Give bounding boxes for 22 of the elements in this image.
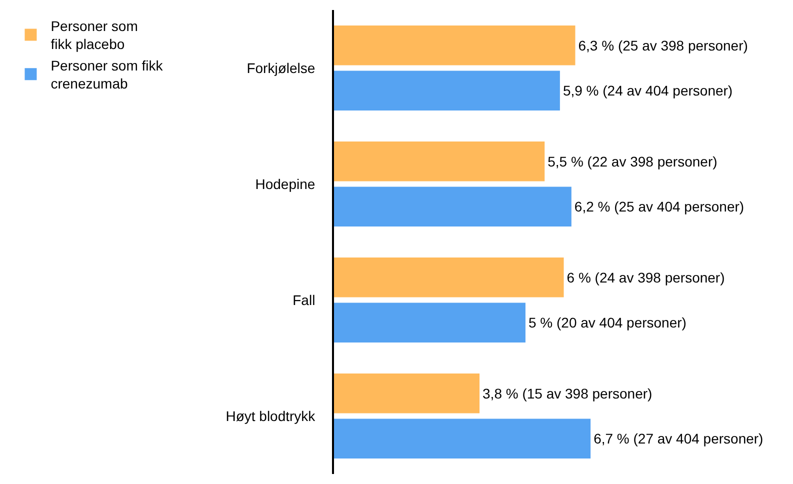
y-tick-label: Fall (292, 292, 316, 308)
bar (334, 141, 545, 182)
data-label: 6,2 % (25 av 404 personer) (574, 198, 744, 215)
data-label: 5,5 % (22 av 398 personer) (548, 153, 718, 170)
legend-label: Personer som fikk placebo (50, 18, 138, 52)
bar (334, 302, 526, 343)
data-label: 3,8 % (15 av 398 personer) (482, 385, 652, 402)
data-label: 5 % (20 av 404 personer) (528, 314, 686, 331)
legend-label: Personer som fikk crenezumab (50, 57, 164, 92)
y-tick-label: Høyt blodtrykk (226, 408, 316, 424)
bar (334, 418, 591, 459)
bar (334, 25, 576, 66)
y-tick-label: Forkjølelse (246, 60, 316, 76)
bar (334, 257, 564, 298)
bar (334, 186, 572, 227)
bar (334, 70, 560, 111)
data-label: 6 % (24 av 398 personer) (566, 269, 725, 286)
y-tick-label: Hodepine (255, 176, 316, 192)
data-label: 6,7 % (27 av 404 personer) (594, 430, 764, 447)
data-label: 5,9 % (24 av 404 personer) (562, 82, 733, 99)
data-label: 6,3 % (25 av 398 personer) (578, 37, 748, 54)
bar (334, 373, 480, 414)
